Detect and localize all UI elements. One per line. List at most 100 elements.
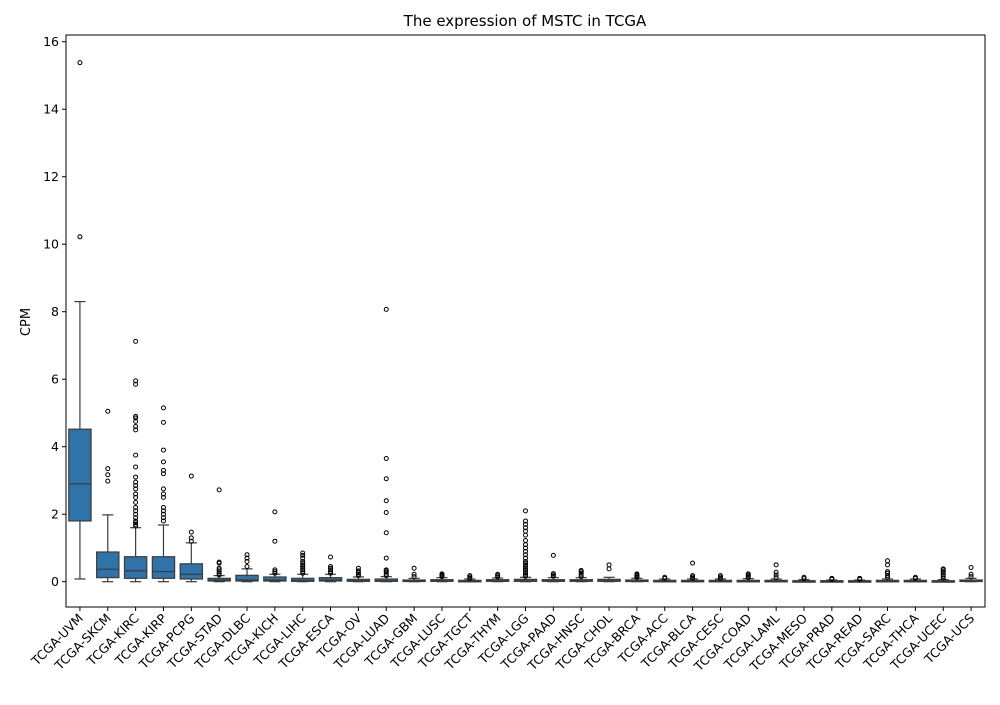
outlier-point: [523, 518, 528, 524]
outlier-point: [328, 569, 334, 575]
box-tcga-dlbc: [235, 574, 259, 582]
outlier-point: [523, 528, 528, 534]
outlier-point: [885, 558, 891, 564]
outlier-point: [940, 575, 946, 581]
outlier-point: [690, 573, 696, 579]
outlier-point: [328, 554, 334, 560]
outlier-point: [383, 456, 389, 462]
outlier-point: [328, 565, 334, 571]
outlier-point: [272, 509, 278, 515]
outlier-point: [272, 567, 278, 573]
outlier-point: [300, 569, 306, 575]
outlier-point: [578, 570, 584, 576]
outlier-point: [968, 571, 974, 577]
outlier-point: [300, 567, 306, 573]
outlier-point: [272, 569, 278, 575]
outlier-point: [523, 538, 528, 544]
outlier-point: [133, 499, 139, 505]
outlier-point: [968, 565, 974, 571]
outlier-point: [105, 478, 111, 484]
outlier-point: [160, 486, 166, 492]
outlier-point: [328, 570, 334, 576]
outlier-point: [216, 569, 222, 575]
outlier-point: [216, 565, 222, 571]
outlier-point: [606, 566, 612, 572]
outlier-point: [885, 569, 891, 575]
outlier-point: [300, 552, 306, 558]
outlier-point: [801, 574, 807, 580]
outlier-point: [968, 574, 974, 580]
outlier-point: [160, 504, 166, 510]
y-tick-label: 8: [51, 304, 59, 319]
outlier-point: [523, 560, 528, 566]
outlier-point: [133, 338, 139, 344]
outlier-point: [940, 569, 946, 575]
chart-title: The expression of MSTC in TCGA: [403, 12, 647, 30]
outlier-point: [188, 538, 194, 544]
outlier-point: [160, 518, 166, 524]
outlier-point: [523, 508, 528, 514]
outlier-point: [300, 562, 306, 568]
outlier-point: [133, 520, 139, 526]
outlier-point: [160, 511, 166, 517]
outlier-point: [300, 550, 306, 556]
outlier-point: [829, 575, 835, 581]
outlier-point: [160, 515, 166, 521]
outlier-point: [105, 408, 111, 414]
outlier-point: [300, 560, 306, 566]
outlier-point: [216, 559, 222, 565]
outlier-point: [523, 567, 528, 573]
outlier-point: [133, 494, 139, 500]
outlier-point: [133, 464, 139, 470]
box-tcga-skcm: [96, 551, 120, 579]
outlier-point: [160, 471, 166, 477]
outlier-point: [160, 405, 166, 411]
outlier-point: [578, 574, 584, 580]
y-tick-label: 2: [51, 507, 59, 522]
outlier-point: [300, 558, 306, 564]
outlier-point: [160, 419, 166, 425]
outlier-point: [773, 569, 779, 575]
outlier-point: [272, 538, 278, 544]
outlier-point: [133, 427, 139, 433]
outlier-point: [300, 570, 306, 576]
outlier-point: [216, 572, 222, 578]
outlier-point: [105, 472, 111, 478]
outlier-point: [160, 447, 166, 453]
outlier-point: [133, 378, 139, 384]
outlier-point: [662, 574, 668, 580]
outlier-point: [523, 564, 528, 570]
outlier-point: [133, 511, 139, 517]
outlier-point: [160, 491, 166, 497]
outlier-point: [383, 555, 389, 561]
outlier-point: [133, 508, 139, 514]
outlier-point: [523, 545, 528, 551]
outlier-point: [300, 555, 306, 561]
outlier-point: [355, 565, 361, 571]
y-tick-label: 0: [51, 574, 59, 589]
axes-frame: [65, 34, 986, 608]
outlier-point: [523, 565, 528, 571]
y-tick-label: 10: [43, 237, 59, 252]
outlier-point: [133, 423, 139, 429]
outlier-point: [690, 560, 696, 566]
outlier-point: [188, 535, 194, 541]
outlier-point: [773, 562, 779, 568]
outlier-point: [411, 571, 417, 577]
y-tick-label: 16: [43, 34, 59, 49]
outlier-point: [188, 473, 194, 479]
outlier-point: [216, 487, 222, 493]
outlier-point: [523, 558, 528, 564]
outlier-point: [133, 474, 139, 480]
outlier-point: [857, 575, 863, 581]
outlier-point: [773, 575, 779, 581]
y-axis-label: CPM: [19, 308, 34, 336]
outlier-point: [133, 479, 139, 485]
outlier-point: [467, 573, 473, 579]
outlier-point: [885, 562, 891, 568]
outlier-point: [133, 415, 139, 421]
outlier-point: [439, 571, 445, 577]
outlier-point: [133, 518, 139, 524]
